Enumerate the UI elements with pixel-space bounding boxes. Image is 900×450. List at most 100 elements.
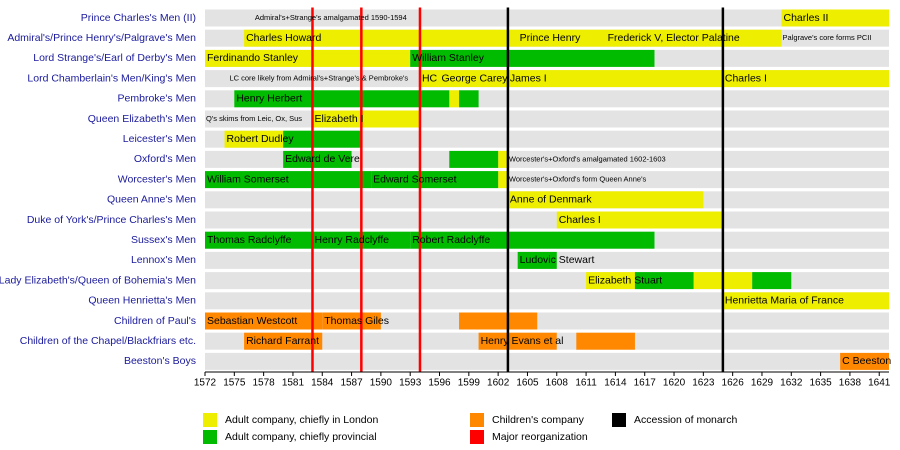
x-tick-label: 1626 [722,378,745,389]
bar-label: Richard Farrant [246,335,319,347]
legend-label: Children's company [492,414,585,426]
x-tick-label: 1605 [516,378,539,389]
x-tick-label: 1596 [428,378,451,389]
annotation: Palgrave's core forms PCII [783,33,872,42]
bar [283,150,352,168]
bar-label: Charles I [725,72,767,84]
x-tick-label: 1620 [663,378,686,389]
x-tick-label: 1578 [253,378,276,389]
bar [410,49,655,67]
bar [722,292,889,310]
row-band [205,211,889,229]
row-band [205,110,889,128]
row-label: Leicester's Men [123,133,196,145]
row-label: Pembroke's Men [118,93,197,105]
x-tick-label: 1638 [839,378,862,389]
bar [410,231,655,249]
bar [840,352,889,370]
row-label: Lennox's Men [131,254,196,266]
x-tick-label: 1602 [487,378,510,389]
x-tick-label: 1590 [370,378,393,389]
bar [586,272,635,290]
bar [439,70,508,88]
bar [517,251,557,269]
row-label: Beeston's Boys [124,355,196,367]
row-label: Lady Elizabeth's/Queen of Bohemia's Men [0,274,196,286]
bar-label: Elizabeth Stuart [588,274,662,286]
legend-swatch [203,413,217,427]
bar [478,332,557,350]
bar-label: Frederick V, Elector Palatine [608,32,740,44]
bar-label: Robert Dudley [227,133,295,145]
row-band [205,150,889,168]
x-tick-label: 1593 [399,378,422,389]
annotation: LC core likely from Admiral's+Strange's … [229,74,408,83]
bar [752,272,792,290]
x-tick-label: 1614 [604,378,627,389]
row-label: Admiral's/Prince Henry's/Palgrave's Men [7,32,196,44]
bar [498,171,508,189]
row-label: Children of the Chapel/Blackfriars etc. [20,335,196,347]
bar [205,49,411,67]
row-label: Sussex's Men [131,234,196,246]
bar-label: Prince Henry [520,32,581,44]
bar [576,332,635,350]
bar-label: C Beeston [842,355,891,367]
bar [556,211,723,229]
bar [205,171,372,189]
bar [449,90,460,108]
bar-label: Elizabeth I [314,113,363,125]
bar-label: William Somerset [207,173,289,185]
bar-label: Anne of Denmark [510,194,592,206]
bar [498,150,508,168]
bar [605,29,782,47]
row-label: Lord Strange's/Earl of Derby's Men [33,52,196,64]
x-tick-label: 1623 [692,378,715,389]
bar-label: Henry Radclyffe [314,234,389,246]
bar [205,231,313,249]
legend-swatch [203,430,217,444]
bar-label: Henry Herbert [236,93,302,105]
x-tick-label: 1641 [868,378,891,389]
row-band [205,292,889,310]
bar-label: Henrietta Maria of France [725,295,844,307]
bar-label: Robert Radclyffe [412,234,490,246]
row-label: Queen Elizabeth's Men [88,113,196,125]
bar-label: Charles Howard [246,32,321,44]
bar [371,171,499,189]
bar [634,272,694,290]
x-tick-label: 1611 [575,378,597,389]
bar [507,191,704,209]
x-tick-label: 1629 [751,378,774,389]
legend-label: Adult company, chiefly in London [225,414,378,426]
bar [322,312,381,330]
row-label: Oxford's Men [134,153,196,165]
row-band [205,352,889,370]
bar-label: Charles I [559,214,601,226]
annotation: Q's skims from Leic, Ox, Sus [206,114,302,123]
legend-swatch [470,430,484,444]
row-label: Queen Anne's Men [107,194,196,206]
bar [205,312,323,330]
x-tick-label: 1632 [780,378,803,389]
bar [459,312,538,330]
annotation: Worcester's+Oxford's form Queen Anne's [509,175,647,184]
x-tick-label: 1584 [311,378,334,389]
bar [517,29,606,47]
bar-label: Sebastian Westcott [207,315,297,327]
row-label: Lord Chamberlain's Men/King's Men [27,72,196,84]
bar-label: Ferdinando Stanley [207,52,299,64]
row-label: Children of Paul's [114,315,196,327]
legend-label: Major reorganization [492,431,588,443]
bar [419,70,440,88]
bar-label: Edward de Vere [285,153,360,165]
legend-label: Adult company, chiefly provincial [225,431,377,443]
legend-swatch [470,413,484,427]
bar [449,150,499,168]
x-tick-label: 1587 [340,378,363,389]
bar [283,130,362,148]
row-label: Duke of York's/Prince Charles's Men [27,214,196,226]
row-label: Queen Henrietta's Men [88,295,196,307]
bar [722,70,889,88]
bar-label: HC [422,72,438,84]
